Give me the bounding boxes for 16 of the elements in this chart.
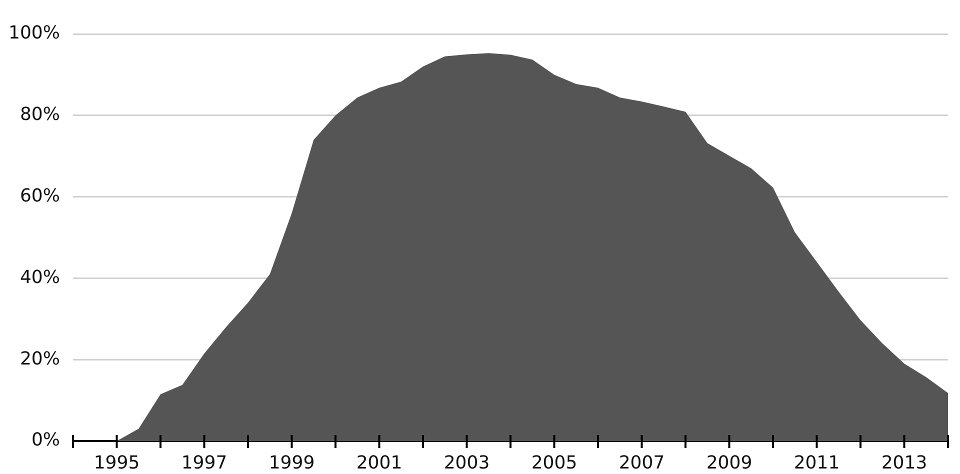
x-tick-label: 2007 bbox=[618, 452, 665, 474]
x-tick-label: 2011 bbox=[794, 452, 840, 474]
x-tick-label: 1999 bbox=[268, 452, 315, 474]
y-tick-label: 40% bbox=[20, 266, 60, 288]
x-tick-label: 1997 bbox=[181, 452, 228, 474]
y-tick-label: 20% bbox=[20, 348, 60, 370]
y-tick-label: 80% bbox=[20, 104, 60, 126]
x-tick-label: 2001 bbox=[356, 452, 402, 474]
x-tick-label: 2013 bbox=[881, 452, 928, 474]
y-tick-label: 60% bbox=[20, 185, 60, 206]
x-tick-label: 2005 bbox=[531, 452, 578, 474]
x-tick-label: 2009 bbox=[706, 452, 752, 474]
x-tick-label: 1995 bbox=[94, 452, 140, 474]
y-tick-label: 0% bbox=[31, 430, 60, 451]
x-tick-label: 2003 bbox=[444, 452, 490, 474]
y-tick-label: 100% bbox=[8, 22, 60, 44]
